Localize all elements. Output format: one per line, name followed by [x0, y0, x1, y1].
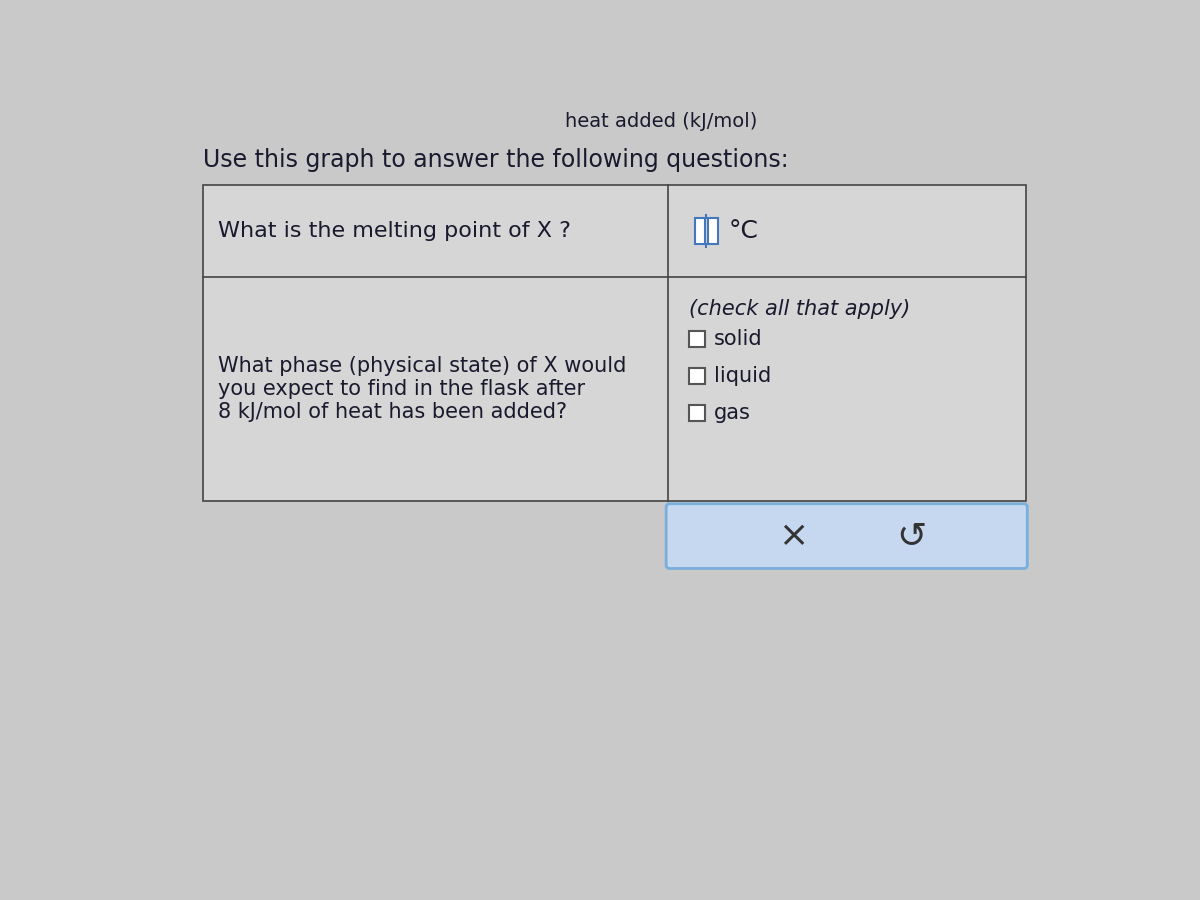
Text: Use this graph to answer the following questions:: Use this graph to answer the following q… — [203, 148, 788, 172]
Bar — [708, 218, 718, 244]
Text: you expect to find in the flask after: you expect to find in the flask after — [218, 379, 586, 399]
Text: solid: solid — [714, 329, 763, 349]
Text: ×: × — [778, 519, 808, 554]
Text: What phase (physical state) of X would: What phase (physical state) of X would — [218, 356, 626, 376]
Text: (check all that apply): (check all that apply) — [689, 299, 911, 319]
FancyBboxPatch shape — [666, 504, 1027, 569]
Text: °C: °C — [728, 220, 758, 243]
Bar — [203, 185, 667, 277]
Text: heat added (kJ/mol): heat added (kJ/mol) — [565, 112, 757, 130]
Text: gas: gas — [714, 403, 751, 423]
Text: 8 kJ/mol of heat has been added?: 8 kJ/mol of heat has been added? — [218, 402, 568, 422]
Bar — [695, 218, 704, 244]
Text: ↺: ↺ — [896, 519, 926, 554]
Bar — [689, 405, 704, 420]
Bar — [667, 185, 1026, 277]
Text: What is the melting point of X ?: What is the melting point of X ? — [218, 221, 571, 241]
Bar — [689, 368, 704, 383]
Bar — [203, 185, 1026, 500]
Bar — [203, 277, 667, 500]
Text: liquid: liquid — [714, 366, 772, 386]
Bar — [667, 277, 1026, 500]
Bar — [689, 331, 704, 346]
